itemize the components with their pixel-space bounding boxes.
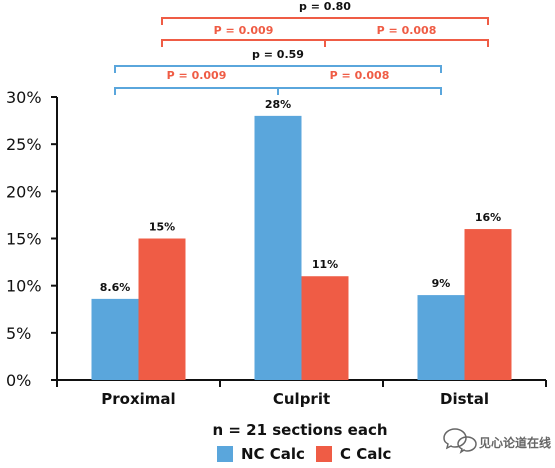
bar-c-calc [301,276,349,380]
y-tick-label: 0% [6,371,31,390]
x-category-label: Culprit [273,390,330,408]
comparison-label: p = 0.59 [252,48,304,61]
y-tick-label: 10% [6,277,42,296]
sample-size-note: n = 21 sections each [212,421,387,439]
legend-item-label: NC Calc [241,445,305,463]
comparison-label: P = 0.008 [377,24,437,37]
comparison-bracket [114,65,442,73]
y-tick-label: 30% [6,88,42,107]
comparison-label: P = 0.009 [167,69,227,82]
bar-nc-calc [91,298,139,380]
legend-item-label: C Calc [340,445,391,463]
comparison-bracket [324,39,489,47]
bar-c-calc [464,229,512,380]
bar-data-label: 28% [265,98,291,111]
legend-swatch [217,446,233,462]
bar-data-label: 16% [475,211,501,224]
bar-data-label: 9% [432,277,451,290]
bar-data-label: 11% [312,258,338,271]
y-tick-label: 25% [6,135,42,154]
y-tick-label: 5% [6,324,31,343]
y-tick-label: 20% [6,182,42,201]
x-category-label: Distal [440,390,489,408]
y-tick-label: 15% [6,230,42,249]
bar-nc-calc [417,295,465,380]
x-category-label: Proximal [101,390,175,408]
bar-data-label: 15% [149,221,175,234]
wechat-chat-bubble-icon [457,436,477,454]
comparison-bracket [161,39,326,47]
comparison-bracket [161,17,489,25]
comparison-bracket [114,87,279,95]
wechat-chat-bubble-icon [443,428,467,450]
bar-data-label: 8.6% [100,281,131,294]
watermark-label: 见心论道在线 [479,435,551,450]
bar-nc-calc [254,115,302,380]
comparison-label: p = 0.80 [299,0,351,13]
legend-swatch [316,446,332,462]
comparison-label: P = 0.008 [330,69,390,82]
comparison-bracket [277,87,442,95]
comparison-label: P = 0.009 [214,24,274,37]
bar-c-calc [138,238,186,380]
